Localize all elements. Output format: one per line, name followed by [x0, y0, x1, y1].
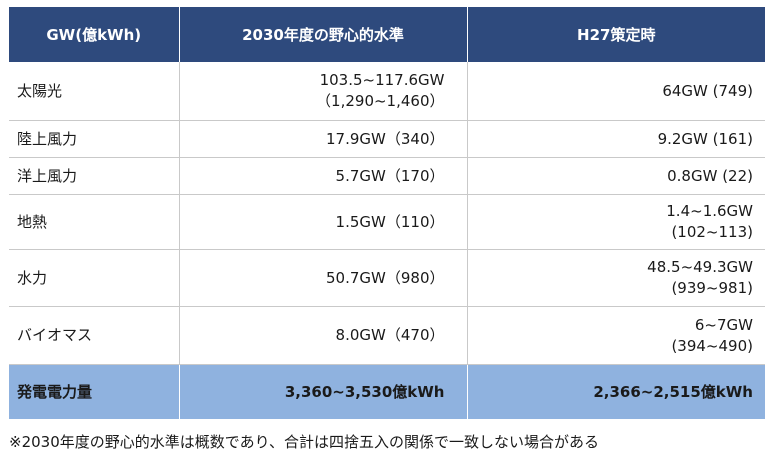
table-row-onshore-wind: 陸上風力 17.9GW（340） 9.2GW (161): [9, 120, 765, 158]
header-unit: GW(億kWh): [9, 7, 180, 62]
cell-line: 1.5GW（110）: [335, 212, 445, 231]
cell-2030-target: 103.5~117.6GW （1,290~1,460）: [179, 62, 468, 121]
cell-line: 1.4~1.6GW: [666, 202, 753, 220]
cell-line: 5.7GW（170）: [335, 166, 445, 185]
table-header: GW(億kWh) 2030年度の野心的水準 H27策定時: [9, 7, 765, 62]
row-label: 地熱: [9, 194, 180, 250]
row-label: バイオマス: [9, 306, 180, 365]
cell-h27: 6~7GW (394~490): [467, 306, 765, 365]
total-label: 発電電力量: [9, 364, 180, 419]
cell-line: (394~490): [671, 336, 753, 355]
energy-table-container: GW(億kWh) 2030年度の野心的水準 H27策定時 太陽光 103.5~1…: [9, 7, 765, 419]
renewable-energy-table: GW(億kWh) 2030年度の野心的水準 H27策定時 太陽光 103.5~1…: [9, 7, 765, 419]
row-label: 水力: [9, 249, 180, 307]
table-body: 太陽光 103.5~117.6GW （1,290~1,460） 64GW (74…: [9, 62, 765, 419]
table-row-hydro: 水力 50.7GW（980） 48.5~49.3GW (939~981): [9, 249, 765, 307]
row-label: 太陽光: [9, 62, 180, 121]
table-row-offshore-wind: 洋上風力 5.7GW（170） 0.8GW (22): [9, 157, 765, 195]
cell-h27: 1.4~1.6GW (102~113): [467, 194, 765, 250]
cell-h27: 64GW (749): [467, 62, 765, 121]
cell-line: （1,290~1,460）: [316, 92, 445, 110]
cell-2030-target: 5.7GW（170）: [179, 157, 468, 195]
cell-line: 6~7GW: [694, 315, 753, 334]
cell-h27: 9.2GW (161): [467, 120, 765, 158]
table-row-geothermal: 地熱 1.5GW（110） 1.4~1.6GW (102~113): [9, 194, 765, 250]
row-label: 陸上風力: [9, 120, 180, 158]
cell-line: (939~981): [671, 279, 753, 297]
total-h27: 2,366~2,515億kWh: [467, 364, 765, 419]
header-row: GW(億kWh) 2030年度の野心的水準 H27策定時: [9, 7, 765, 62]
cell-line: 48.5~49.3GW: [647, 258, 753, 276]
footnote: ※2030年度の野心的水準は概数であり、合計は四捨五入の関係で一致しない場合があ…: [9, 433, 599, 451]
cell-line: 50.7GW（980）: [326, 268, 445, 287]
header-h27: H27策定時: [467, 7, 765, 62]
table-row-biomass: バイオマス 8.0GW（470） 6~7GW (394~490): [9, 306, 765, 365]
cell-h27: 0.8GW (22): [467, 157, 765, 195]
table-row-solar: 太陽光 103.5~117.6GW （1,290~1,460） 64GW (74…: [9, 62, 765, 121]
cell-h27: 48.5~49.3GW (939~981): [467, 249, 765, 307]
cell-line: 0.8GW (22): [667, 166, 753, 185]
table-row-total-generation: 発電電力量 3,360~3,530億kWh 2,366~2,515億kWh: [9, 364, 765, 419]
cell-2030-target: 8.0GW（470）: [179, 306, 468, 365]
cell-line: 9.2GW (161): [657, 129, 753, 148]
cell-line: (102~113): [671, 223, 753, 241]
cell-2030-target: 17.9GW（340）: [179, 120, 468, 158]
cell-line: 17.9GW（340）: [326, 129, 445, 148]
cell-2030-target: 1.5GW（110）: [179, 194, 468, 250]
total-2030-target: 3,360~3,530億kWh: [179, 364, 468, 419]
cell-line: 103.5~117.6GW: [319, 71, 445, 89]
cell-line: 64GW (749): [662, 81, 753, 100]
header-2030-target: 2030年度の野心的水準: [179, 7, 468, 62]
cell-line: 8.0GW（470）: [335, 326, 445, 344]
cell-2030-target: 50.7GW（980）: [179, 249, 468, 307]
row-label: 洋上風力: [9, 157, 180, 195]
